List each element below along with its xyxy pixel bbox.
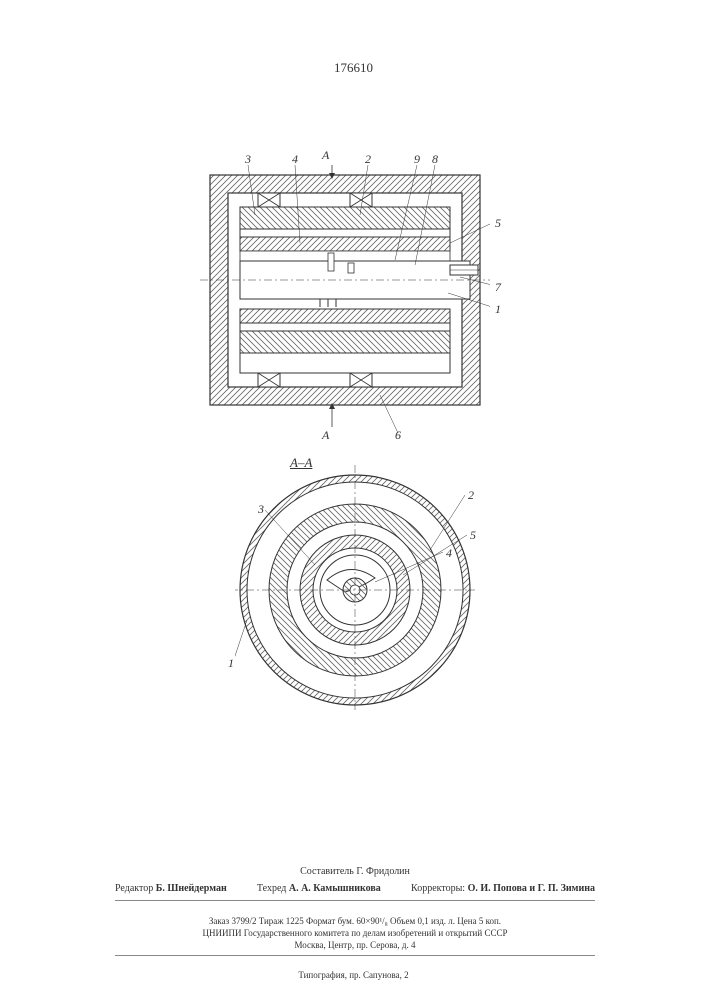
section-marker-a-top: A	[322, 148, 329, 163]
proof-label: Корректоры:	[411, 883, 465, 894]
ref-label-1-top: 1	[495, 302, 501, 317]
editor-label: Редактор	[115, 883, 153, 894]
figure-section-aa	[235, 455, 475, 710]
ref-label-6-top: 6	[395, 428, 401, 443]
imprint-block: Заказ 3799/2 Тираж 1225 Формат бум. 60×9…	[115, 915, 595, 960]
ref-label-5-top: 5	[495, 216, 501, 231]
figure-cross-section	[200, 165, 490, 435]
imprint-line2: ЦНИИПИ Государственного комитета по дела…	[115, 927, 595, 939]
ref-label-5-bottom: 5	[470, 528, 476, 543]
imprint-line3: Москва, Центр, пр. Серова, д. 4	[115, 939, 595, 951]
compiler-name: Г. Фридолин	[356, 866, 410, 877]
compiler-label: Составитель	[300, 866, 354, 877]
proof-names: О. И. Попова и Г. П. Зимина	[468, 883, 595, 894]
ref-label-4-bottom: 4	[446, 546, 452, 561]
ref-label-8-top: 8	[432, 152, 438, 167]
techred-label: Техред	[257, 883, 286, 894]
editor-name: Б. Шнейдерман	[156, 883, 227, 894]
page-number: 176610	[334, 60, 373, 76]
typography-line: Типография, пр. Сапунова, 2	[298, 970, 408, 980]
ref-label-2-top: 2	[365, 152, 371, 167]
ref-label-4-top: 4	[292, 152, 298, 167]
imprint-line1: Заказ 3799/2 Тираж 1225 Формат бум. 60×9…	[115, 915, 595, 927]
ref-label-2-bottom: 2	[468, 488, 474, 503]
ref-label-7-top: 7	[495, 280, 501, 295]
techred-name: А. А. Камышникова	[289, 883, 381, 894]
credits-block: Составитель Г. Фридолин Редактор Б. Шней…	[115, 865, 595, 905]
ref-label-1-bottom: 1	[228, 656, 234, 671]
ref-label-3-bottom: 3	[258, 502, 264, 517]
ref-label-9-top: 9	[414, 152, 420, 167]
ref-label-3-top: 3	[245, 152, 251, 167]
